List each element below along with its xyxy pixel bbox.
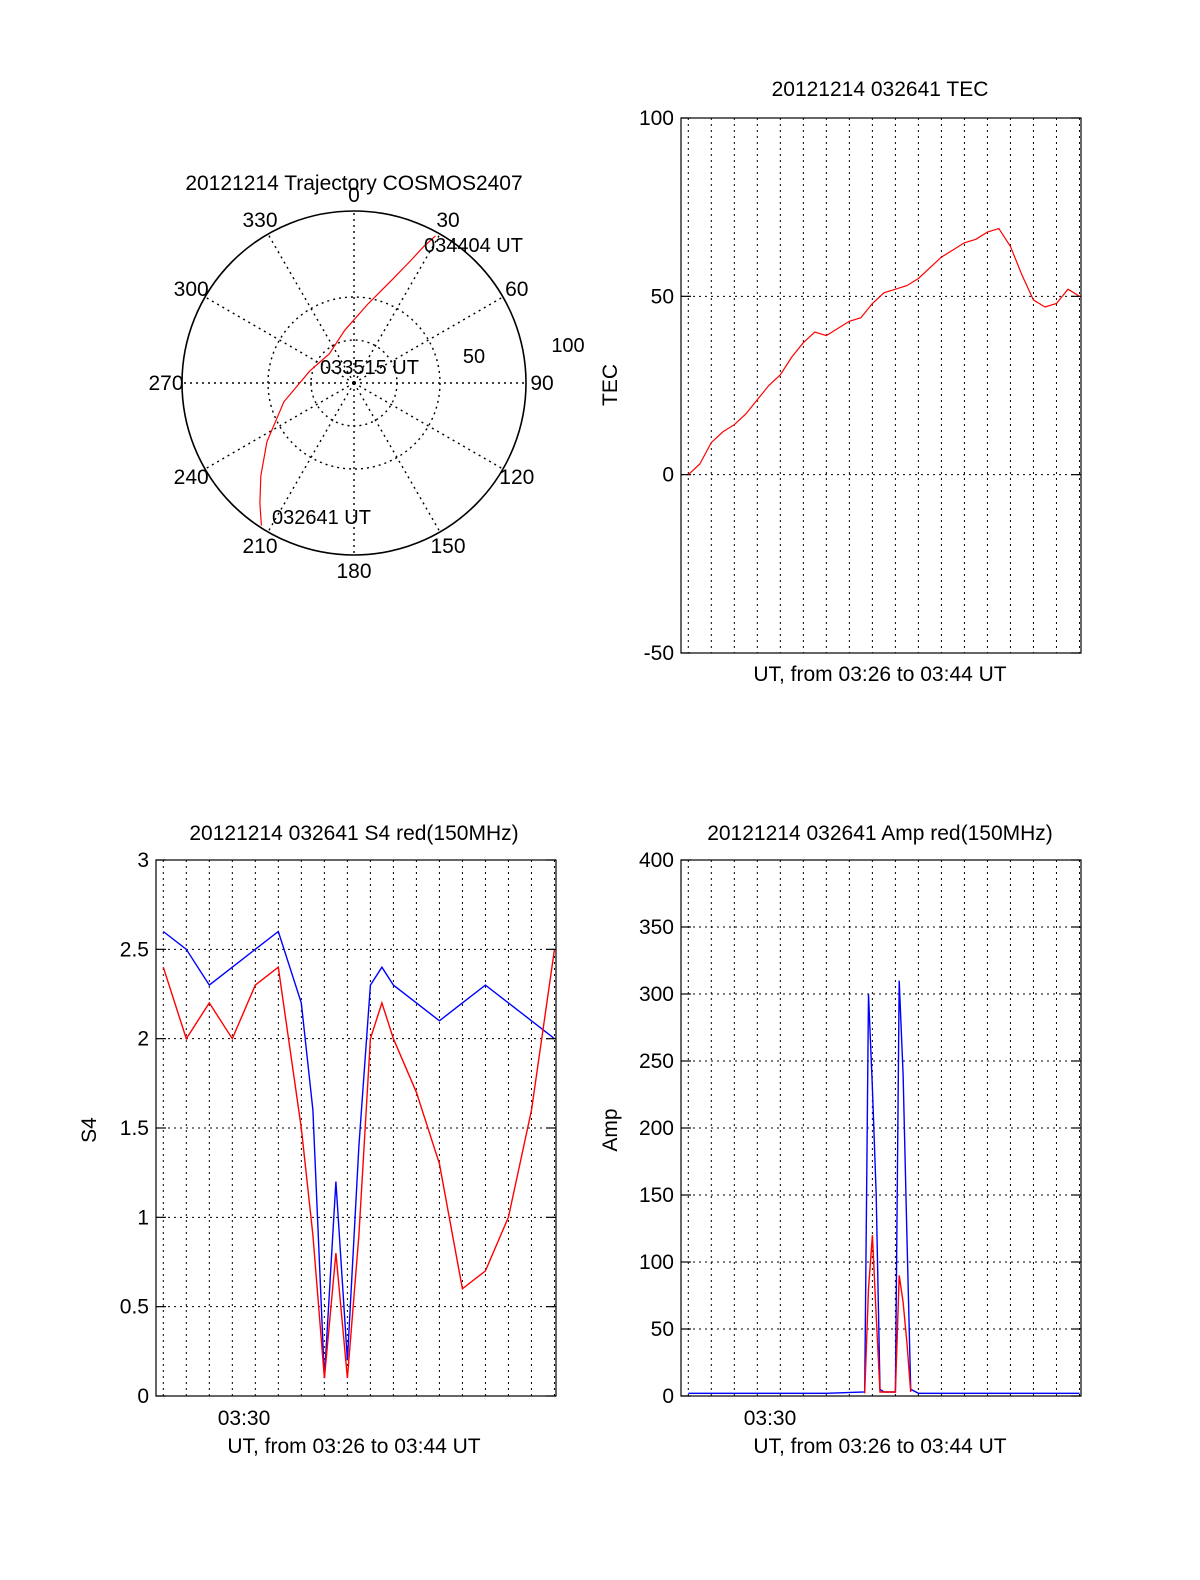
s4-ytick-label-1.5: 1.5 bbox=[120, 1117, 149, 1140]
polar-spoke-300 bbox=[204, 296, 355, 384]
s4-title: 20121214 032641 S4 red(150MHz) bbox=[189, 822, 518, 845]
amp-title: 20121214 032641 Amp red(150MHz) bbox=[707, 822, 1053, 845]
s4-y-ticks: 0 0.5 1 1.5 2 2.5 3 bbox=[120, 849, 556, 1408]
trajectory-title: 20121214 Trajectory COSMOS2407 bbox=[185, 172, 522, 195]
s4-x-label: UT, from 03:26 to 03:44 UT bbox=[227, 1435, 480, 1458]
s4-series-line-0 bbox=[162, 930, 555, 1379]
polar-spoke-120 bbox=[353, 382, 504, 470]
tec-ytick-label-0: 0 bbox=[662, 464, 674, 487]
amp-series-line-0 bbox=[688, 980, 1080, 1395]
s4-series bbox=[162, 930, 556, 1379]
s4-ytick-label-0.5: 0.5 bbox=[120, 1296, 149, 1319]
track-end-label: 034404 UT bbox=[424, 235, 523, 257]
amp-ytick-label-0: 0 bbox=[662, 1385, 674, 1408]
polar-spoke-60 bbox=[353, 296, 504, 384]
polar-angle-label-150: 150 bbox=[430, 535, 465, 558]
polar-angle-label-210: 210 bbox=[242, 535, 277, 558]
s4-ytick-label-3: 3 bbox=[137, 849, 149, 872]
tec-y-ticks: -50 0 50 100 bbox=[639, 107, 1081, 665]
s4-ytick-label-0: 0 bbox=[137, 1385, 149, 1408]
tec-title: 20121214 032641 TEC bbox=[772, 78, 989, 101]
polar-spoke-210 bbox=[267, 382, 355, 533]
amp-ytick-label-350: 350 bbox=[639, 916, 674, 939]
amp-ytick-label-100: 100 bbox=[639, 1251, 674, 1274]
tec-ytick-label-50: 50 bbox=[651, 285, 674, 308]
polar-radius-label-50: 50 bbox=[463, 346, 485, 368]
amp-x-label: UT, from 03:26 to 03:44 UT bbox=[753, 1435, 1006, 1458]
tec-panel: 20121214 032641 TEC -50 0 50 100 UT, from 0… bbox=[599, 78, 1082, 686]
polar-angle-label-0: 0 bbox=[348, 184, 360, 207]
tec-ytick-label--50: -50 bbox=[644, 642, 674, 665]
s4-ytick-label-2.5: 2.5 bbox=[120, 938, 149, 961]
tec-y-label: TEC bbox=[599, 364, 622, 406]
s4-x-tick-0330: 03:30 bbox=[218, 1407, 271, 1430]
s4-ytick-label-2: 2 bbox=[137, 1028, 149, 1051]
track-start-label: 032641 UT bbox=[272, 507, 371, 529]
polar-angle-labels: 0 30 60 90 120 150 180 210 240 270 300 330 bbox=[148, 184, 553, 583]
polar-angle-label-30: 30 bbox=[436, 209, 459, 232]
amp-ytick-label-200: 200 bbox=[639, 1117, 674, 1140]
amp-ytick-label-250: 250 bbox=[639, 1050, 674, 1073]
s4-panel: 20121214 032641 S4 red(150MHz) 0 0.5 1 1.5 2… bbox=[78, 822, 557, 1458]
amp-series bbox=[688, 980, 1080, 1395]
polar-angle-label-300: 300 bbox=[174, 278, 209, 301]
polar-spoke-330 bbox=[267, 233, 355, 384]
amp-ytick-label-400: 400 bbox=[639, 849, 674, 872]
amp-grid bbox=[681, 860, 1081, 1396]
amp-y-label: Amp bbox=[599, 1108, 622, 1151]
amp-panel: 20121214 032641 Amp red(150MHz) 0 50 100 15… bbox=[599, 822, 1082, 1458]
tec-plot-frame bbox=[680, 117, 1082, 654]
s4-series-line-1 bbox=[162, 949, 556, 1379]
s4-grid bbox=[156, 860, 556, 1396]
tec-series-line bbox=[687, 227, 1080, 476]
satellite-track bbox=[259, 235, 436, 526]
trajectory-panel: 20121214 Trajectory COSMOS2407 0 30 60 90 12… bbox=[148, 172, 584, 583]
polar-spoke-30 bbox=[353, 233, 441, 384]
amp-ytick-label-300: 300 bbox=[639, 983, 674, 1006]
polar-angle-label-330: 330 bbox=[242, 209, 277, 232]
tec-ytick-label-100: 100 bbox=[639, 107, 674, 130]
tec-grid bbox=[681, 118, 1081, 653]
polar-radius-label-100: 100 bbox=[551, 335, 584, 357]
polar-spoke-150 bbox=[353, 382, 441, 533]
polar-angle-label-270: 270 bbox=[148, 372, 183, 395]
s4-ytick-label-1: 1 bbox=[137, 1206, 149, 1229]
polar-grid bbox=[182, 211, 526, 555]
tec-x-label: UT, from 03:26 to 03:44 UT bbox=[753, 663, 1006, 686]
s4-y-label: S4 bbox=[78, 1117, 101, 1143]
polar-angle-label-90: 90 bbox=[530, 372, 553, 395]
polar-angle-label-240: 240 bbox=[174, 466, 209, 489]
polar-spoke-240 bbox=[204, 382, 355, 470]
polar-angle-label-60: 60 bbox=[505, 278, 528, 301]
amp-y-ticks: 0 50 100 150 200 250 300 350 400 bbox=[639, 849, 1081, 1408]
track-peak-label: 033515 UT bbox=[320, 357, 419, 379]
polar-outer-ring bbox=[181, 210, 527, 556]
amp-x-tick-0330: 03:30 bbox=[744, 1407, 797, 1430]
amp-ytick-label-50: 50 bbox=[651, 1318, 674, 1341]
polar-angle-label-180: 180 bbox=[336, 560, 371, 583]
amp-ytick-label-150: 150 bbox=[639, 1184, 674, 1207]
amp-series-line-1 bbox=[864, 1235, 912, 1394]
polar-angle-label-120: 120 bbox=[499, 466, 534, 489]
